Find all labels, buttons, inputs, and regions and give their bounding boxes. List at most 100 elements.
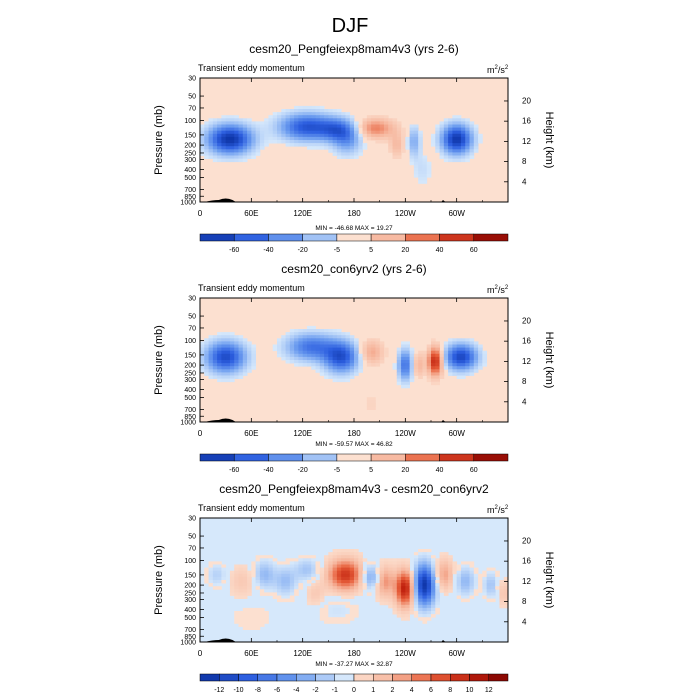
field-cell bbox=[229, 332, 235, 336]
field-cell bbox=[401, 601, 406, 606]
field-cell bbox=[371, 127, 376, 132]
field-cell bbox=[277, 570, 282, 575]
field-cell bbox=[422, 583, 428, 587]
colorbar-label: -4 bbox=[293, 687, 299, 694]
field-cell bbox=[354, 576, 359, 581]
field-cell bbox=[212, 576, 218, 581]
field-cell bbox=[277, 583, 282, 587]
field-cell bbox=[422, 604, 428, 609]
field-cell bbox=[401, 356, 406, 361]
field-cell bbox=[443, 155, 449, 159]
field-cell bbox=[413, 130, 419, 135]
field-cell bbox=[285, 332, 291, 336]
field-cell bbox=[460, 353, 466, 358]
field-cell bbox=[341, 140, 346, 144]
field-cell bbox=[405, 341, 411, 345]
field-cell bbox=[486, 567, 492, 572]
field-cell bbox=[443, 347, 449, 352]
field-cell bbox=[478, 576, 483, 581]
field-cell bbox=[341, 580, 346, 584]
field-cell bbox=[315, 133, 321, 138]
field-cell bbox=[255, 620, 261, 624]
field-cell bbox=[435, 607, 440, 612]
field-cell bbox=[431, 136, 436, 141]
field-cell bbox=[358, 360, 363, 364]
field-cell bbox=[345, 555, 351, 559]
field-cell bbox=[354, 353, 359, 358]
field-cell bbox=[324, 356, 329, 361]
field-cell bbox=[392, 611, 398, 615]
field-cell bbox=[396, 589, 402, 593]
field-cell bbox=[217, 140, 222, 144]
field-cell bbox=[469, 583, 475, 587]
field-cell bbox=[345, 127, 351, 132]
field-cell bbox=[294, 573, 299, 578]
field-cell bbox=[383, 573, 389, 578]
field-cell bbox=[238, 133, 244, 138]
field-cell bbox=[336, 329, 342, 333]
field-cell bbox=[277, 140, 282, 144]
field-cell bbox=[200, 369, 205, 373]
field-cell bbox=[268, 130, 274, 135]
field-cell bbox=[255, 127, 261, 132]
field-cell bbox=[431, 580, 436, 584]
field-cell bbox=[315, 136, 321, 141]
field-cell bbox=[354, 586, 359, 590]
field-cell bbox=[251, 611, 257, 615]
field-cell bbox=[439, 372, 445, 376]
field-cell bbox=[490, 573, 496, 578]
field-cell bbox=[285, 143, 291, 147]
field-cell bbox=[328, 366, 334, 370]
field-cell bbox=[324, 146, 329, 150]
field-cell bbox=[495, 586, 500, 590]
field-cell bbox=[482, 363, 488, 367]
field-cell bbox=[375, 136, 381, 141]
field-cell bbox=[418, 161, 423, 166]
field-cell bbox=[217, 350, 222, 355]
field-cell bbox=[349, 567, 355, 572]
field-cell bbox=[465, 341, 470, 345]
field-cell bbox=[366, 400, 372, 404]
field-cell bbox=[358, 558, 363, 562]
y-tick-label: 400 bbox=[184, 167, 196, 174]
field-cell bbox=[362, 583, 368, 587]
field-cell bbox=[294, 124, 299, 128]
field-cell bbox=[418, 174, 423, 178]
field-cell bbox=[336, 372, 342, 376]
field-cell bbox=[281, 133, 286, 138]
field-cell bbox=[375, 598, 381, 603]
field-cell bbox=[375, 570, 381, 575]
field-cell bbox=[332, 335, 338, 339]
field-cell bbox=[405, 586, 411, 590]
field-cell bbox=[452, 127, 458, 132]
field-cell bbox=[409, 589, 415, 593]
field-cell bbox=[315, 583, 321, 587]
field-cell bbox=[208, 121, 214, 125]
field-cell bbox=[336, 552, 342, 556]
colorbar-box bbox=[488, 673, 509, 682]
field-cell bbox=[426, 592, 432, 596]
field-cell bbox=[435, 356, 440, 361]
field-cell bbox=[413, 140, 419, 144]
field-cell bbox=[435, 366, 440, 370]
field-cell bbox=[452, 360, 458, 364]
field-cell bbox=[366, 567, 372, 572]
field-cell bbox=[289, 338, 295, 342]
field-cell bbox=[392, 567, 398, 572]
field-cell bbox=[315, 350, 321, 355]
field-cell bbox=[229, 155, 235, 159]
field-cell bbox=[456, 595, 462, 599]
field-cell bbox=[443, 353, 449, 358]
field-cell bbox=[311, 121, 316, 125]
field-cell bbox=[247, 363, 252, 367]
field-cell bbox=[405, 561, 411, 565]
field-cell bbox=[401, 598, 406, 603]
field-cell bbox=[238, 143, 244, 147]
field-cell bbox=[311, 592, 316, 596]
colorbar-label: 5 bbox=[369, 247, 373, 254]
field-cell bbox=[388, 564, 393, 568]
field-cell bbox=[371, 133, 376, 138]
field-cell bbox=[431, 375, 436, 379]
field-cell bbox=[272, 561, 278, 565]
